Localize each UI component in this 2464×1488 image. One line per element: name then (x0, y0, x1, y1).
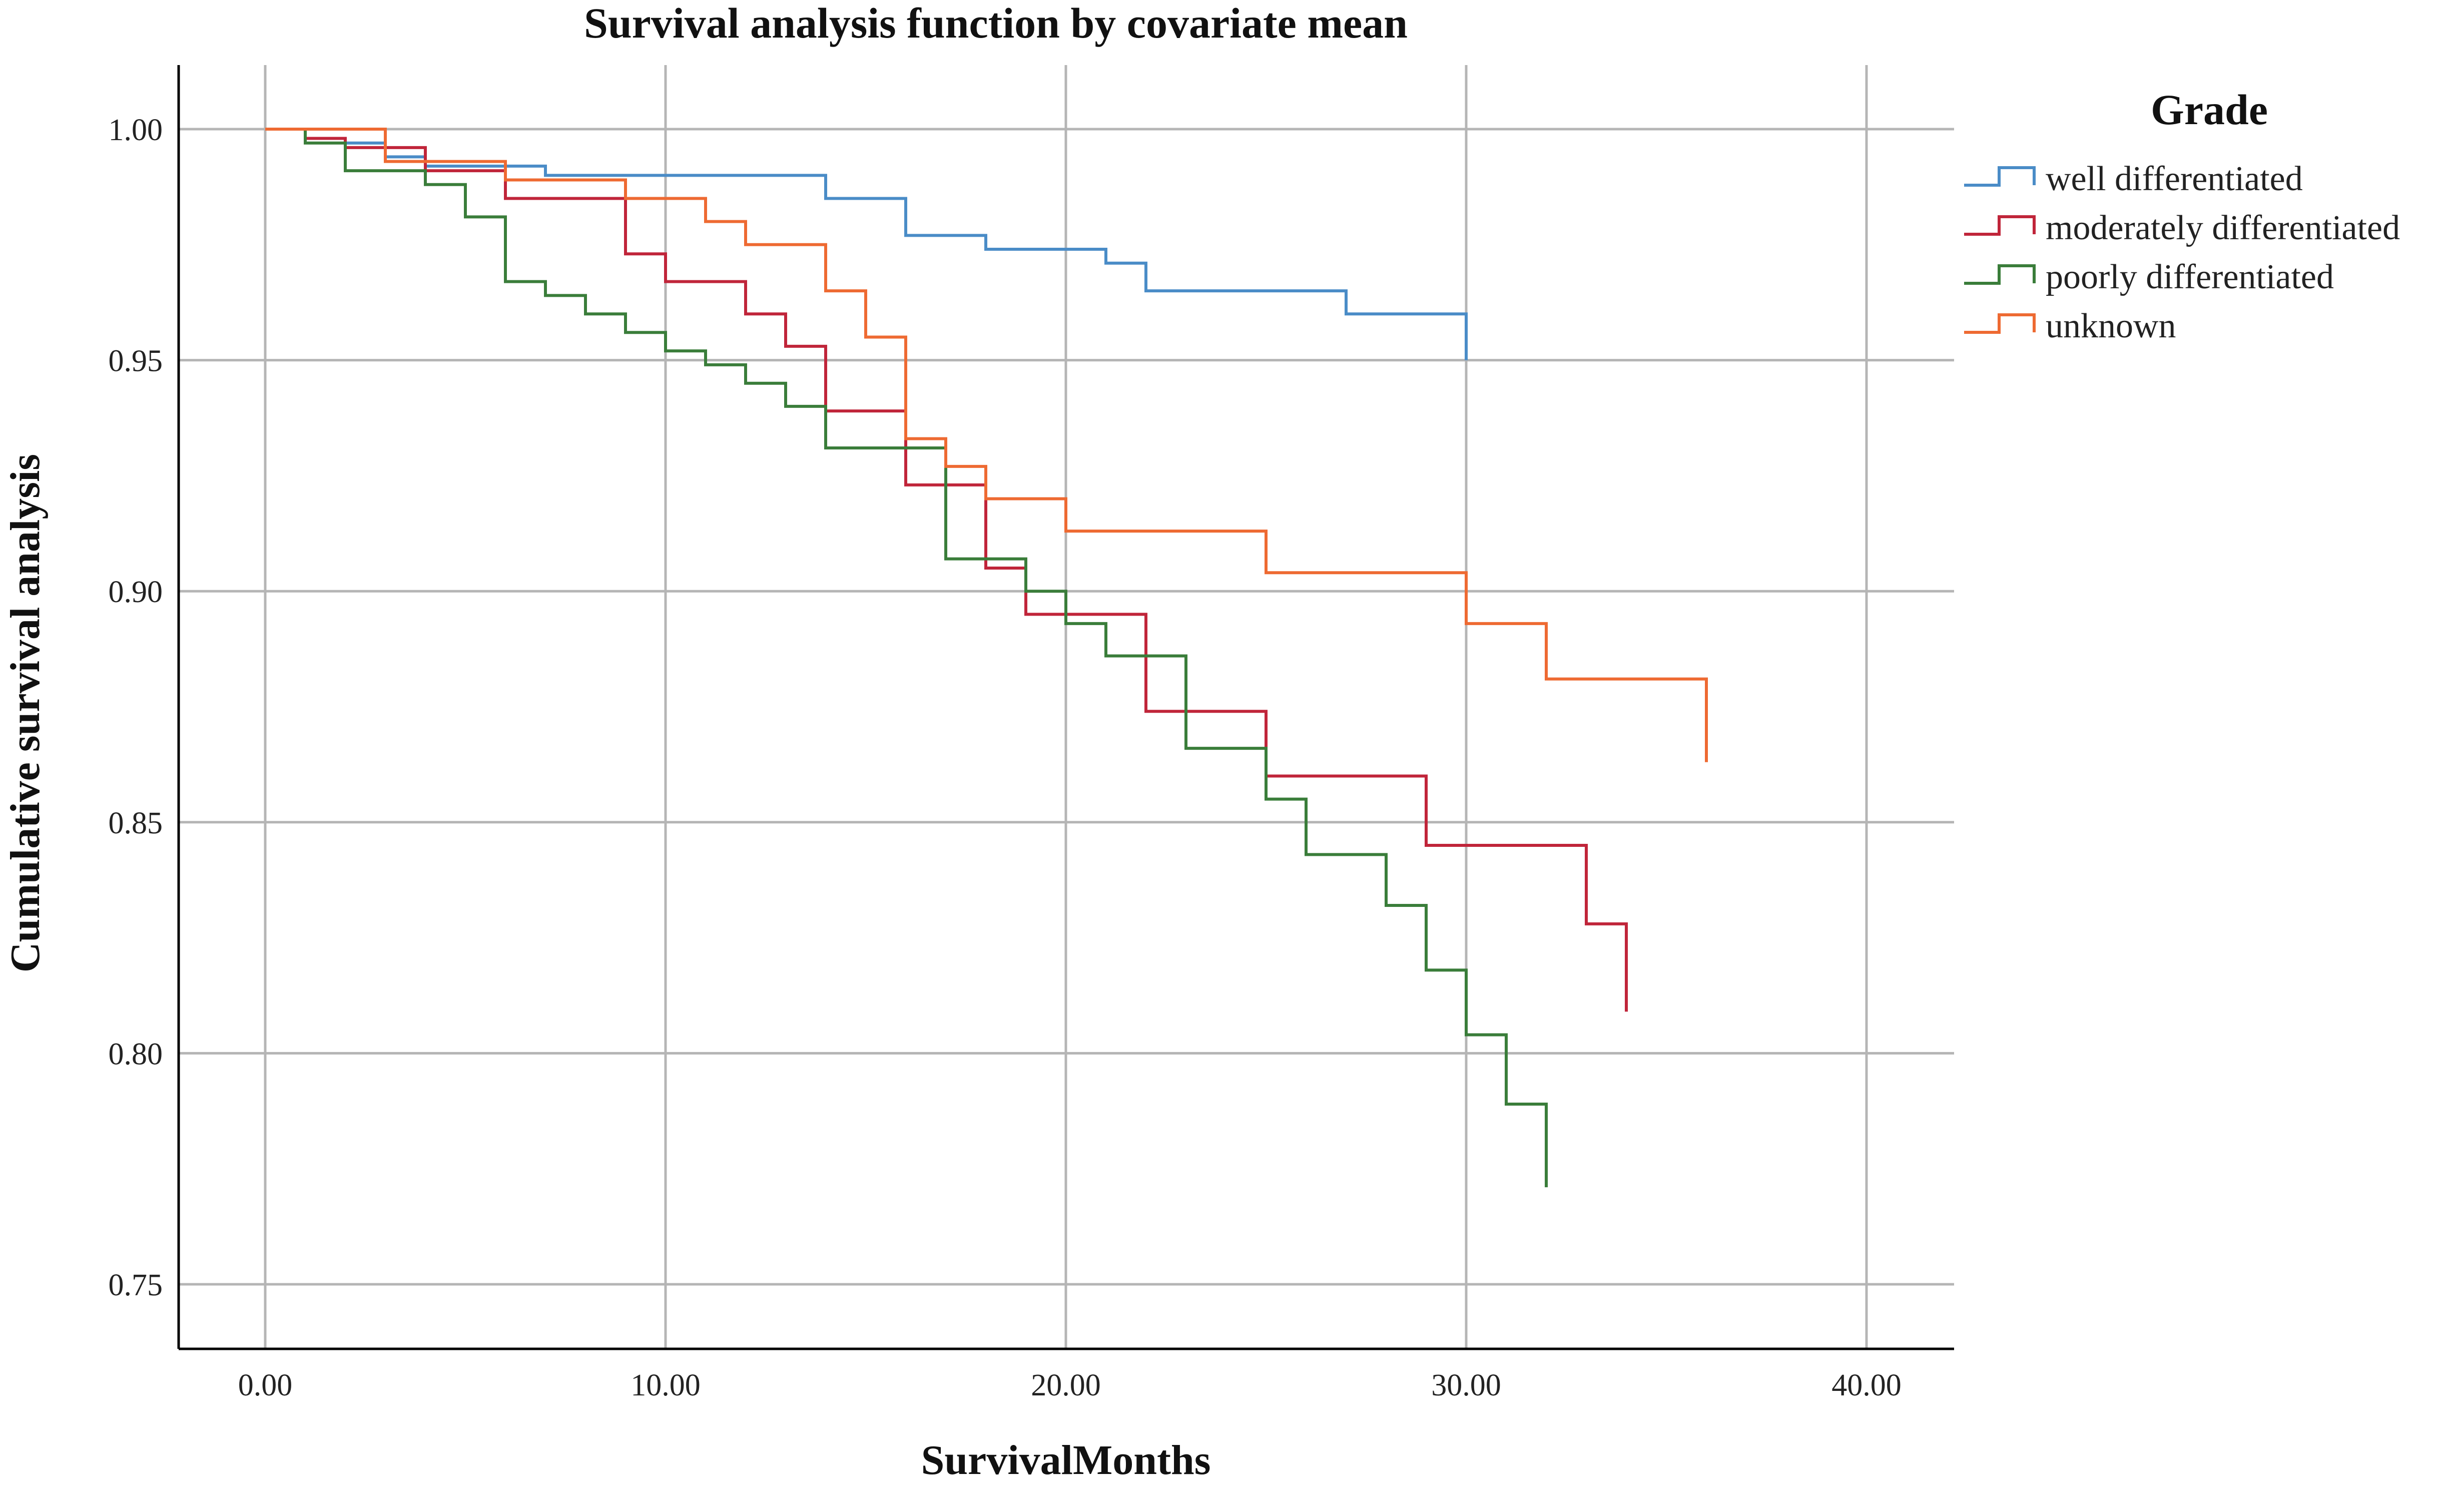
axes (177, 65, 1954, 1350)
y-tick-label: 0.85 (109, 806, 163, 840)
legend-symbol-2 (1964, 215, 2036, 236)
legend-label: unknown (2046, 307, 2176, 345)
legend: Grade well differentiated moderately diff… (1964, 86, 2400, 345)
legend-label: well differentiated (2046, 160, 2303, 198)
x-tick-label: 0.00 (238, 1368, 293, 1402)
series-layer (265, 128, 1708, 1188)
x-axis-title: SurvivalMonths (921, 1437, 1211, 1483)
series-line-2 (265, 128, 1628, 1012)
x-tick-label: 10.00 (631, 1368, 701, 1402)
legend-symbol-1 (1964, 166, 2036, 187)
y-tick-label: 0.75 (109, 1268, 163, 1302)
legend-title: Grade (2151, 86, 2268, 134)
y-tick-label: 0.80 (109, 1037, 163, 1071)
x-tick-label: 20.00 (1031, 1368, 1101, 1402)
tick-labels: 0.75 0.80 0.85 0.90 0.95 1.00 0.00 10.00 20.00 30… (109, 113, 1902, 1402)
series-line-4 (265, 128, 1708, 762)
legend-label: poorly differentiated (2046, 258, 2334, 296)
chart-title: Survival analysis function by covariate … (584, 0, 1408, 47)
legend-symbol-3 (1964, 264, 2036, 285)
x-tick-label: 40.00 (1831, 1368, 1902, 1402)
series-line-3 (265, 128, 1548, 1188)
x-tick-label: 30.00 (1431, 1368, 1501, 1402)
legend-label: moderately differentiated (2046, 209, 2400, 247)
legend-symbol-4 (1964, 313, 2036, 334)
y-axis-title: Cumulative survival analysis (2, 454, 49, 972)
y-tick-label: 0.90 (109, 575, 163, 609)
grid-lines (179, 65, 1954, 1349)
y-tick-label: 0.95 (109, 344, 163, 378)
y-tick-label: 1.00 (109, 113, 163, 147)
